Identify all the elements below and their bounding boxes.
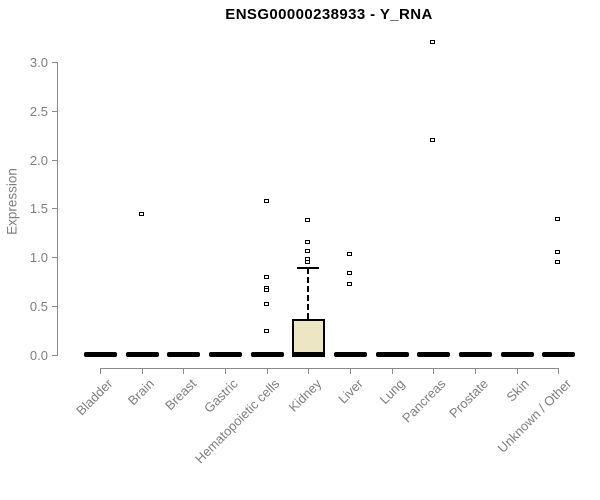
- x-tick-label: Kidney: [285, 376, 324, 415]
- median-bar: [209, 352, 242, 357]
- y-axis-tick: [52, 208, 57, 210]
- outlier-point: [347, 252, 352, 257]
- median-bar: [84, 352, 117, 357]
- whisker-cap: [297, 267, 320, 270]
- outlier-point: [138, 212, 144, 217]
- median-bar: [459, 352, 492, 357]
- outlier-point: [305, 260, 311, 265]
- outlier-point: [430, 138, 436, 143]
- median-bar: [375, 352, 409, 357]
- whisker-line: [307, 268, 310, 319]
- x-axis-tick: [350, 369, 351, 374]
- x-axis-tick: [225, 369, 226, 374]
- y-axis-tick: [52, 61, 57, 63]
- outlier-point: [430, 40, 436, 45]
- x-axis-tick: [516, 369, 518, 374]
- x-tick-label: Gastric: [200, 376, 241, 416]
- y-axis-tick: [52, 110, 57, 112]
- y-tick-label: 0.5: [29, 299, 48, 315]
- y-axis-tick: [52, 159, 57, 161]
- y-tick-label: 2.5: [29, 103, 48, 119]
- x-tick-label: Breast: [161, 376, 199, 414]
- outlier-point: [347, 270, 352, 275]
- outlier-point: [263, 274, 269, 279]
- outlier-point: [555, 260, 561, 265]
- y-axis-tick: [52, 257, 57, 259]
- median-bar: [292, 352, 326, 357]
- x-axis-tick: [475, 369, 476, 374]
- y-axis-tick: [52, 306, 57, 308]
- outlier-point: [555, 217, 561, 222]
- outlier-point: [263, 302, 269, 307]
- x-tick-label: Pancreas: [399, 376, 449, 426]
- x-axis-tick: [433, 369, 435, 374]
- x-axis-tick: [100, 369, 101, 374]
- median-bar: [542, 352, 576, 357]
- y-axis-line: [57, 62, 58, 356]
- x-tick-label: Brain: [125, 376, 158, 409]
- x-axis-tick: [391, 369, 393, 374]
- outlier-point: [555, 250, 561, 255]
- x-tick-label: Prostate: [445, 376, 491, 421]
- x-tick-label: Skin: [503, 376, 533, 405]
- x-axis-tick: [308, 369, 310, 374]
- outlier-point: [305, 218, 311, 223]
- outlier-point: [263, 328, 269, 333]
- y-tick-label: 0.0: [29, 348, 48, 363]
- median-bar: [125, 352, 159, 357]
- x-axis-tick: [183, 369, 185, 374]
- outlier-point: [263, 287, 269, 292]
- x-tick-label: Unknown / Other: [494, 376, 574, 456]
- outlier-point: [263, 198, 269, 203]
- outlier-point: [305, 239, 311, 244]
- chart-title: ENSG00000238933 - Y_RNA: [225, 6, 433, 23]
- median-bar: [417, 352, 451, 357]
- x-tick-label: Liver: [335, 376, 366, 407]
- x-axis-tick: [558, 369, 560, 374]
- median-bar: [250, 352, 284, 357]
- median-bar: [334, 352, 367, 357]
- x-axis-line: [100, 368, 560, 369]
- outlier-point: [347, 281, 352, 286]
- x-tick-label: Bladder: [73, 376, 116, 419]
- y-tick-label: 1.0: [29, 250, 48, 266]
- x-axis-tick: [266, 369, 268, 374]
- x-tick-label: Lung: [376, 376, 408, 408]
- x-axis-tick: [141, 369, 143, 374]
- y-axis-tick: [52, 355, 57, 356]
- outlier-point: [305, 249, 311, 254]
- y-tick-label: 3.0: [29, 54, 48, 70]
- median-bar: [167, 352, 201, 357]
- y-tick-label: 1.5: [29, 201, 48, 217]
- y-tick-label: 2.0: [29, 152, 48, 168]
- median-bar: [500, 352, 534, 357]
